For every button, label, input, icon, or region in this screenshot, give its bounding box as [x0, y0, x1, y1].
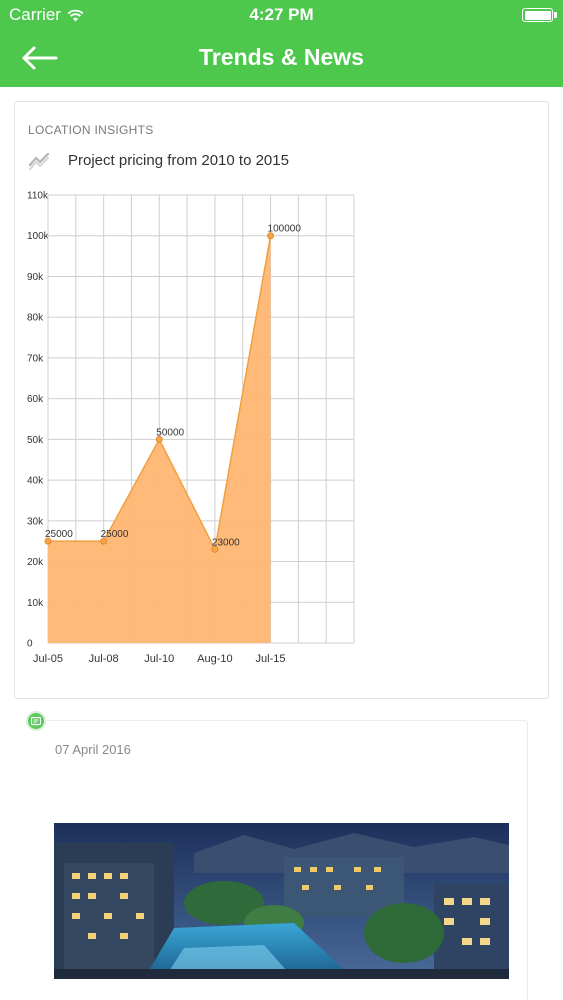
wifi-icon — [67, 9, 84, 21]
timeline-news-marker — [26, 711, 46, 731]
y-tick-label: 30k — [27, 516, 44, 527]
news-image[interactable] — [54, 823, 509, 979]
data-point — [100, 537, 108, 545]
x-tick-label: Jul-15 — [256, 653, 286, 665]
data-point — [211, 545, 219, 553]
news-card[interactable]: 07 April 2016 — [36, 720, 528, 1000]
back-button[interactable] — [18, 40, 66, 76]
battery-tip — [554, 12, 557, 18]
arrow-left-icon — [22, 46, 58, 70]
y-tick-label: 0 — [27, 639, 33, 650]
y-tick-label: 90k — [27, 272, 44, 283]
status-bar: Carrier 4:27 PM — [0, 0, 563, 30]
battery-level — [524, 10, 551, 20]
y-tick-label: 70k — [27, 353, 44, 364]
location-insights-card: LOCATION INSIGHTS Project pricing from 2… — [14, 101, 549, 699]
carrier-info: Carrier — [9, 5, 84, 25]
data-label: 25000 — [45, 529, 73, 540]
data-label: 100000 — [268, 224, 302, 235]
news-icon — [31, 716, 41, 725]
pricing-area-chart: 0 10k 20k 30k 40k 50k 60k 70k 80k 90k 100k 110k 2500… — [27, 191, 355, 665]
y-tick-label: 80k — [27, 313, 44, 324]
y-tick-label: 110k — [27, 191, 49, 202]
y-tick-label: 60k — [27, 394, 44, 405]
news-date: 07 April 2016 — [55, 742, 131, 757]
residential-complex-photo — [54, 823, 509, 979]
chart-title: Project pricing from 2010 to 2015 — [68, 152, 289, 169]
trend-icon — [28, 152, 50, 170]
status-time: 4:27 PM — [249, 5, 314, 24]
x-tick-label: Aug-10 — [197, 653, 232, 665]
x-tick-label: Jul-10 — [144, 653, 174, 665]
x-tick-label: Jul-05 — [33, 653, 63, 665]
data-point — [44, 537, 52, 545]
y-tick-label: 50k — [27, 435, 44, 446]
data-label: 23000 — [212, 537, 240, 548]
nav-bar: Trends & News — [0, 30, 563, 87]
y-tick-label: 40k — [27, 476, 44, 487]
y-tick-label: 10k — [27, 598, 44, 609]
data-point — [267, 232, 275, 240]
y-tick-label: 100k — [27, 231, 50, 242]
section-label: LOCATION INSIGHTS — [28, 123, 154, 137]
data-label: 25000 — [101, 529, 129, 540]
page-title: Trends & News — [199, 44, 364, 70]
data-label: 50000 — [156, 427, 184, 438]
battery-icon — [522, 8, 553, 22]
app-header: Carrier 4:27 PM Trends & News — [0, 0, 563, 87]
carrier-label: Carrier — [9, 5, 61, 24]
y-tick-label: 20k — [27, 557, 44, 568]
x-tick-label: Jul-08 — [89, 653, 119, 665]
data-point — [155, 435, 163, 443]
